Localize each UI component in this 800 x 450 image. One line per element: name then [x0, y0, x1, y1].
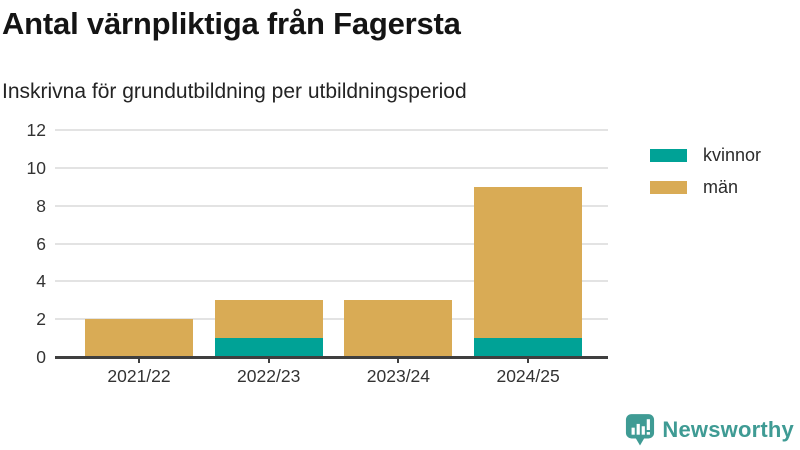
branding: Newsworthy	[625, 413, 794, 447]
x-axis-label: 2023/24	[366, 366, 431, 386]
x-axis-label: 2022/23	[237, 366, 301, 386]
bar-segment-män	[344, 300, 453, 357]
y-axis-label: 0	[36, 347, 46, 367]
chart-subtitle: Inskrivna för grundutbildning per utbild…	[2, 80, 467, 103]
gridline-y-12	[55, 129, 608, 131]
branding-logo-text: Newsworthy	[662, 417, 794, 442]
y-axis-label: 12	[26, 120, 46, 140]
y-axis-label: 10	[26, 157, 46, 178]
y-axis-label: 6	[36, 233, 46, 254]
x-axis-tick	[138, 357, 140, 363]
newsworthy-logo-icon	[626, 414, 655, 446]
bar-segment-kvinnor	[214, 338, 323, 357]
legend-item-kvinnor: kvinnor	[650, 146, 761, 164]
y-axis-label: 2	[36, 309, 46, 330]
legend-item-män: män	[650, 178, 761, 196]
x-axis-label: 2021/22	[107, 366, 171, 386]
chart-title: Antal värnpliktiga från Fagersta	[2, 6, 461, 41]
x-axis-line	[55, 356, 608, 359]
bar-segment-kvinnor	[474, 338, 583, 357]
bar-segment-män	[85, 319, 193, 357]
y-axis-label: 8	[36, 195, 46, 216]
x-axis-tick	[397, 357, 400, 363]
bar-segment-män	[214, 300, 323, 339]
legend: kvinnor män	[650, 146, 761, 196]
legend-swatch-kvinnor	[650, 148, 687, 162]
gridline-y-6	[55, 242, 608, 245]
x-axis-tick	[527, 357, 530, 363]
legend-label: kvinnor	[703, 145, 762, 165]
bar-segment-män	[474, 186, 583, 339]
legend-swatch-män	[650, 180, 687, 194]
x-axis-label: 2024/25	[496, 366, 560, 386]
y-axis-label: 4	[36, 271, 46, 292]
gridline-y-10	[55, 166, 608, 169]
x-axis-tick	[267, 357, 270, 363]
gridline-y-8	[55, 204, 608, 207]
gridline-y-4	[55, 280, 608, 283]
legend-label: män	[703, 177, 739, 197]
gridline-y-2	[55, 318, 608, 321]
